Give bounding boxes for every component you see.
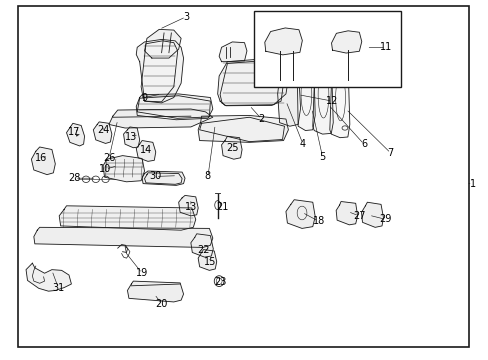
Polygon shape (277, 60, 300, 126)
Text: 2: 2 (258, 114, 264, 124)
Text: 16: 16 (35, 153, 47, 163)
Polygon shape (178, 195, 198, 216)
Polygon shape (297, 58, 315, 131)
Text: 14: 14 (140, 144, 152, 154)
Text: 19: 19 (136, 268, 148, 278)
Polygon shape (331, 31, 361, 53)
Polygon shape (329, 55, 349, 138)
Polygon shape (221, 136, 242, 159)
Polygon shape (264, 28, 302, 55)
Text: 21: 21 (216, 202, 228, 212)
Text: 9: 9 (141, 93, 147, 103)
Text: 12: 12 (325, 96, 338, 106)
Text: 29: 29 (379, 215, 391, 224)
Text: 18: 18 (312, 216, 324, 226)
Text: 23: 23 (213, 277, 226, 287)
Text: 20: 20 (155, 299, 167, 309)
Text: 7: 7 (387, 148, 393, 158)
Text: 4: 4 (299, 139, 305, 149)
Polygon shape (109, 109, 212, 128)
Polygon shape (217, 58, 289, 105)
Polygon shape (31, 147, 55, 175)
Polygon shape (285, 200, 315, 228)
Polygon shape (361, 202, 383, 227)
Polygon shape (219, 42, 246, 62)
Text: 5: 5 (319, 152, 325, 162)
Polygon shape (136, 94, 212, 120)
Polygon shape (26, 263, 71, 291)
Text: 10: 10 (99, 164, 111, 174)
Text: 27: 27 (352, 211, 365, 221)
Polygon shape (136, 40, 183, 103)
Polygon shape (34, 227, 212, 247)
Polygon shape (59, 206, 195, 230)
Text: 3: 3 (183, 12, 189, 22)
Polygon shape (278, 47, 289, 68)
Text: 22: 22 (196, 245, 209, 255)
Polygon shape (335, 202, 357, 225)
Polygon shape (312, 55, 332, 134)
Polygon shape (66, 123, 84, 146)
Polygon shape (198, 116, 288, 142)
Text: 15: 15 (204, 257, 216, 267)
Text: 31: 31 (52, 283, 64, 293)
Text: 25: 25 (225, 143, 238, 153)
Text: 17: 17 (67, 127, 80, 136)
Text: 24: 24 (97, 125, 109, 135)
Text: 6: 6 (360, 139, 366, 149)
Polygon shape (198, 249, 216, 270)
Text: 26: 26 (102, 153, 115, 163)
Polygon shape (123, 127, 140, 148)
Polygon shape (127, 281, 183, 302)
Polygon shape (142, 171, 184, 185)
Text: 1: 1 (468, 179, 475, 189)
Bar (254, 12, 400, 87)
Text: 28: 28 (68, 173, 81, 183)
Text: 30: 30 (149, 171, 162, 181)
Polygon shape (144, 30, 181, 58)
Text: 11: 11 (379, 42, 391, 52)
Polygon shape (136, 140, 156, 161)
Text: 13: 13 (184, 202, 197, 212)
Text: 8: 8 (204, 171, 210, 181)
Text: 13: 13 (125, 132, 137, 142)
Polygon shape (93, 122, 112, 143)
Polygon shape (190, 234, 213, 257)
Polygon shape (103, 156, 144, 182)
